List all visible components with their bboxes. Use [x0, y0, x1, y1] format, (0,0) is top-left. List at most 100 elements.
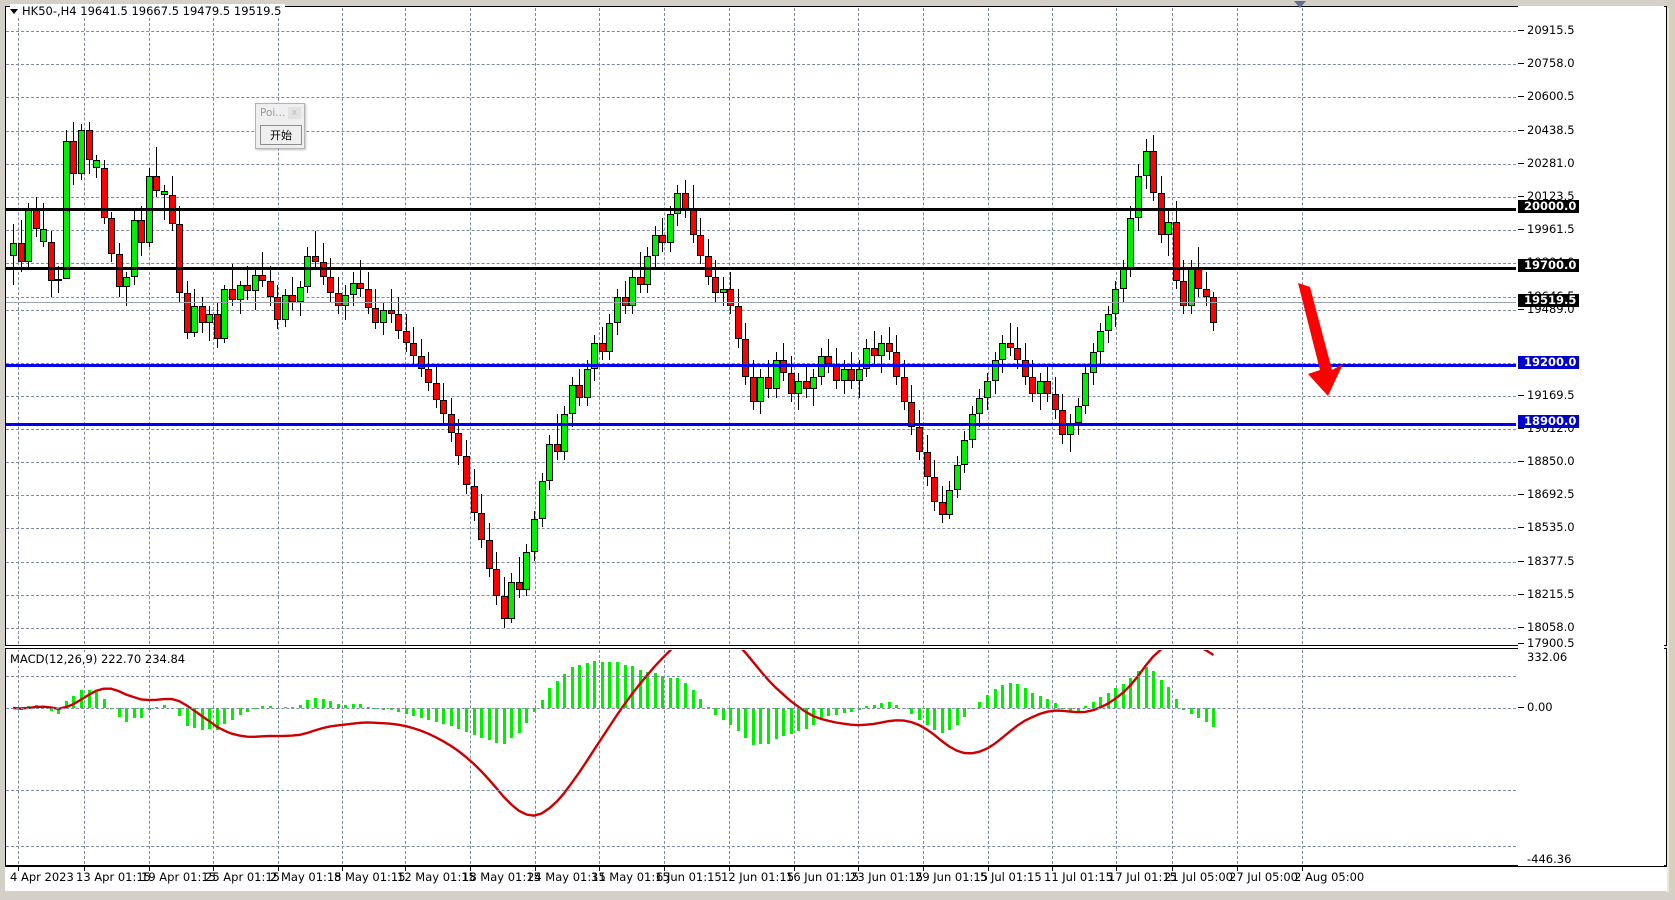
candlestick	[795, 8, 803, 644]
price-level-label[interactable]: 20000.0	[1518, 200, 1580, 213]
candle-body-bullish	[221, 289, 229, 340]
candle-wick	[805, 364, 807, 398]
poi-dialog-title: Poi...	[260, 107, 286, 119]
price-level-line[interactable]	[6, 208, 1516, 211]
candlestick	[289, 8, 297, 644]
time-axis[interactable]: 4 Apr 2023 13 Apr 01:15 19 Apr 01:15 25 Apr…	[5, 866, 1667, 891]
candlestick	[976, 8, 984, 644]
macd-histogram-bar	[155, 706, 159, 708]
candlestick	[1036, 8, 1044, 644]
candlestick	[304, 8, 312, 644]
macd-histogram-bar	[95, 691, 99, 708]
price-level-label[interactable]: 19200.0	[1518, 356, 1580, 369]
close-icon[interactable]: x	[288, 107, 301, 119]
candlestick	[191, 8, 199, 644]
price-level-line[interactable]	[6, 364, 1516, 367]
candle-body-bearish	[485, 539, 493, 570]
candle-wick	[315, 230, 316, 269]
candle-body-bullish	[546, 443, 554, 482]
horizontal-gridline	[6, 363, 1516, 364]
candle-body-bearish	[228, 289, 236, 300]
candlestick	[455, 8, 463, 644]
candlestick	[70, 8, 78, 644]
candle-body-bullish	[666, 213, 674, 244]
macd-histogram-bar	[49, 708, 53, 712]
tick-mark	[1518, 527, 1524, 528]
tick-mark	[1518, 395, 1524, 396]
candlestick	[25, 8, 33, 644]
poi-dialog-titlebar[interactable]: Poi... x	[256, 104, 304, 122]
price-level-line[interactable]	[6, 423, 1516, 426]
price-axis-label: 20758.0	[1527, 56, 1575, 70]
candle-body-bearish	[697, 234, 705, 256]
tick-mark	[1518, 309, 1524, 310]
candle-wick	[43, 203, 45, 248]
price-level-label[interactable]: 19700.0	[1518, 259, 1580, 272]
horizontal-gridline	[6, 495, 1516, 496]
candle-body-bullish	[583, 368, 591, 398]
vertical-gridline	[794, 8, 795, 644]
candlestick	[372, 8, 380, 644]
macd-histogram-bar	[872, 704, 876, 708]
vertical-gridline	[18, 650, 19, 864]
macd-histogram-bar	[64, 700, 68, 708]
candlestick	[1157, 8, 1165, 644]
time-axis-label: 17 Jul 01:15	[1108, 870, 1177, 884]
candlestick	[583, 8, 591, 644]
candlestick	[591, 8, 599, 644]
macd-histogram-bar	[178, 708, 182, 717]
macd-histogram-bar	[593, 660, 597, 708]
candle-body-bearish	[100, 167, 108, 219]
time-axis-label: 2 Aug 05:00	[1294, 870, 1365, 884]
price-level-line[interactable]	[6, 302, 1516, 303]
macd-indicator-pane[interactable]	[5, 648, 1667, 866]
macd-histogram-bar	[1091, 701, 1095, 708]
macd-histogram-bar	[261, 706, 265, 708]
price-axis-tick: 18215.5	[1518, 588, 1575, 600]
macd-histogram-bar	[510, 708, 514, 739]
candle-body-bullish	[530, 518, 538, 553]
macd-histogram-bar	[223, 708, 227, 724]
poi-dialog[interactable]: Poi... x 开始	[255, 103, 305, 149]
price-level-line[interactable]	[6, 267, 1516, 270]
price-axis-tick: 20758.0	[1518, 56, 1575, 70]
horizontal-gridline	[6, 462, 1516, 463]
time-axis-tick-mark	[988, 867, 989, 871]
candle-body-bearish	[1014, 347, 1022, 361]
candle-body-bearish	[885, 343, 893, 352]
macd-histogram-bar	[736, 708, 740, 732]
candlestick	[968, 8, 976, 644]
horizontal-gridline	[6, 790, 1516, 791]
candlestick	[123, 8, 131, 644]
candle-body-bearish	[1021, 360, 1029, 377]
chevron-down-icon[interactable]	[10, 9, 18, 14]
price-axis-label: 20123.5	[1527, 189, 1575, 203]
macd-histogram-bar	[1121, 684, 1125, 708]
horizontal-gridline	[6, 64, 1516, 65]
candlestick	[1172, 8, 1180, 644]
candlestick	[840, 8, 848, 644]
price-level-label[interactable]: 18900.0	[1518, 415, 1580, 428]
start-button[interactable]: 开始	[260, 125, 302, 145]
candlestick	[530, 8, 538, 644]
macd-plot-area[interactable]	[6, 650, 1516, 864]
macd-histogram-bar	[419, 708, 423, 719]
candle-body-bullish	[561, 414, 569, 453]
price-level-label[interactable]: 19519.5	[1518, 294, 1580, 307]
time-axis-tick-mark	[1052, 867, 1053, 871]
tick-mark	[1518, 63, 1524, 64]
tick-mark	[1518, 96, 1524, 97]
candlestick	[644, 8, 652, 644]
candlestick	[62, 8, 70, 644]
candle-body-bearish	[742, 339, 750, 377]
tick-mark	[1518, 196, 1524, 197]
candlestick	[508, 8, 516, 644]
macd-histogram-bar	[668, 677, 672, 708]
time-axis-label: 27 Jul 05:00	[1229, 870, 1298, 884]
down-arrow-annotation[interactable]	[1280, 278, 1350, 398]
macd-histogram-bar	[744, 708, 748, 739]
price-axis[interactable]: 20915.5 20758.0 20600.5 20438.5 20281.0 20123…	[1518, 6, 1664, 866]
price-axis-label: 19012.0	[1527, 421, 1575, 435]
price-plot-area[interactable]	[6, 8, 1516, 644]
candle-body-bearish	[17, 243, 25, 262]
